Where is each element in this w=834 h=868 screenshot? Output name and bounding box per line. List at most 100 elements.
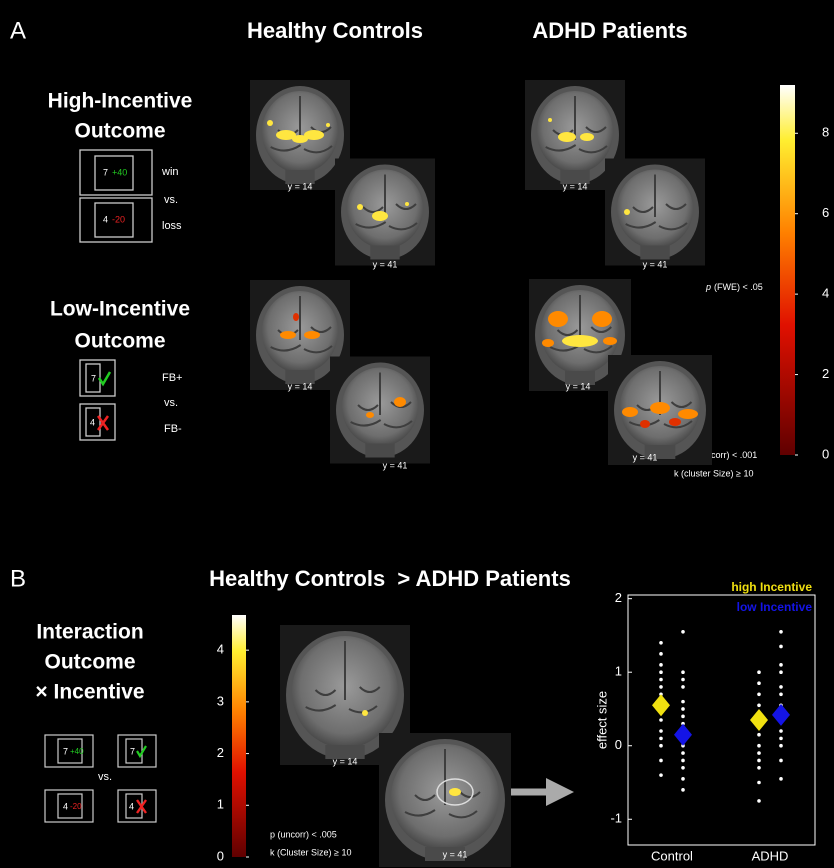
x-tick-label: Control: [651, 848, 693, 863]
activation-blob: [405, 202, 409, 206]
threshold: p (uncorr) < .005: [270, 829, 337, 839]
activation-blob: [357, 204, 363, 210]
data-point: [659, 729, 663, 733]
activation-blob: [622, 407, 638, 417]
data-point: [681, 758, 685, 763]
data-point: [779, 685, 783, 689]
data-point: [757, 692, 761, 697]
data-point: [681, 765, 685, 770]
colorbar-tick-label: 0: [217, 848, 224, 863]
cue-label: vs.: [164, 194, 178, 206]
neck: [365, 443, 395, 458]
data-point: [681, 777, 685, 781]
activation-blob: [304, 331, 320, 339]
activation-blob: [267, 120, 273, 126]
x-tick-label: ADHD: [752, 848, 789, 863]
slice-label: y = 14: [566, 381, 591, 391]
data-point: [681, 714, 685, 719]
cue-number: 4: [90, 417, 95, 427]
check-icon: [136, 745, 147, 759]
brain-slice: y = 41: [335, 158, 435, 269]
data-point: [659, 685, 663, 689]
neck: [325, 745, 365, 759]
cue-amount: -20: [70, 802, 82, 811]
neck: [644, 445, 676, 459]
neck: [285, 170, 315, 184]
row-title: Interaction: [36, 621, 143, 644]
data-point: [659, 692, 663, 697]
activation-blob: [624, 209, 630, 215]
sulci: [625, 174, 688, 231]
column-title: ADHD Patients: [532, 18, 687, 43]
check-icon: [97, 371, 112, 387]
data-point: [681, 670, 685, 675]
neck: [565, 371, 595, 385]
activation-blob: [292, 135, 308, 143]
brain-slice: y = 41: [379, 733, 511, 867]
brain-slice: y = 41: [608, 355, 712, 465]
sulci: [628, 371, 693, 429]
cue-amount: -20: [112, 214, 125, 224]
colorbar-tick-label: 2: [822, 366, 829, 381]
brain-slice: y = 14: [525, 80, 625, 191]
cue-label: FB+: [162, 372, 182, 384]
neck: [370, 245, 400, 260]
activation-blob: [558, 132, 576, 142]
activation-blob: [293, 313, 299, 321]
neck: [640, 245, 670, 260]
colorbar-tick-label: 0: [822, 446, 829, 461]
colorbar-tick-label: 8: [822, 125, 829, 140]
activation-blob: [366, 412, 374, 418]
row-title: Outcome: [74, 330, 165, 353]
data-point: [757, 765, 761, 770]
mean-marker: [750, 709, 768, 731]
data-point: [779, 758, 783, 763]
data-point: [681, 629, 685, 634]
data-point: [779, 629, 783, 634]
slice-label: y = 41: [443, 849, 468, 859]
data-point: [779, 729, 783, 733]
activation-blob: [548, 311, 568, 327]
activation-blob: [280, 331, 296, 339]
data-point: [659, 758, 663, 763]
data-point: [757, 732, 761, 737]
slice-label: y = 14: [333, 756, 358, 766]
sulci: [350, 372, 413, 429]
data-point: [779, 670, 783, 675]
cue-number: 7: [91, 373, 96, 383]
data-point: [681, 699, 685, 704]
threshold-k: k (Cluster Size) ≥ 10: [270, 847, 351, 857]
data-point: [659, 640, 663, 645]
colorbar-tick-label: 4: [822, 286, 829, 301]
activation-blob: [362, 710, 368, 716]
cue-number: 7: [63, 746, 68, 756]
data-point: [681, 751, 685, 755]
data-point: [659, 670, 663, 675]
row-title: Low-Incentive: [50, 298, 190, 321]
threshold-p: p: [705, 282, 711, 292]
cue-boxes: [79, 149, 153, 441]
threshold-k: k (cluster Size) ≥ 10: [674, 468, 753, 478]
slice-label: y = 41: [643, 259, 668, 269]
colorbar: [780, 85, 795, 455]
sulci: [305, 641, 381, 714]
row-title: High-Incentive: [48, 90, 193, 113]
data-point: [659, 743, 663, 748]
brain-slice: y = 14: [250, 80, 350, 191]
data-point: [757, 758, 761, 763]
data-point: [779, 743, 783, 748]
colorbar-tick-label: 2: [217, 745, 224, 760]
y-tick-label: 1: [615, 664, 622, 679]
y-tick-label: 0: [615, 737, 622, 752]
legend-entry: high Incentive: [731, 580, 812, 594]
activation-blob: [678, 409, 698, 419]
data-point: [757, 780, 761, 785]
activation-blob: [372, 211, 388, 221]
data-point: [757, 703, 761, 708]
cue-label: win: [161, 166, 179, 178]
activation-blob: [326, 123, 330, 127]
mean-marker: [674, 723, 692, 746]
activation-blob: [650, 402, 670, 414]
activation-blob: [304, 130, 324, 140]
mean-marker: [652, 694, 670, 717]
